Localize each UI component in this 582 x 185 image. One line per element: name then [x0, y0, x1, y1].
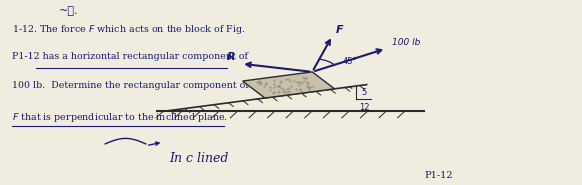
Text: R: R [227, 52, 236, 62]
Text: 1-12. The force $\mathit{F}$ which acts on the block of Fig.: 1-12. The force $\mathit{F}$ which acts … [12, 23, 246, 36]
Text: $\mathit{F}$ that is perpendicular to the inclined plane.: $\mathit{F}$ that is perpendicular to th… [12, 111, 228, 124]
Text: ~ℓ.: ~ℓ. [59, 6, 78, 16]
Text: 5: 5 [362, 88, 367, 97]
Polygon shape [243, 72, 335, 98]
Text: 12: 12 [359, 102, 370, 112]
Text: 45°: 45° [342, 57, 357, 66]
Text: F: F [335, 25, 343, 35]
Text: P1-12: P1-12 [424, 171, 453, 180]
Text: 100 lb: 100 lb [392, 38, 420, 47]
Text: P1-12 has a horizontal rectangular component of: P1-12 has a horizontal rectangular compo… [12, 52, 249, 61]
Text: In c lined: In c lined [169, 152, 229, 165]
Text: 100 lb.  Determine the rectangular component of: 100 lb. Determine the rectangular compon… [12, 81, 249, 90]
